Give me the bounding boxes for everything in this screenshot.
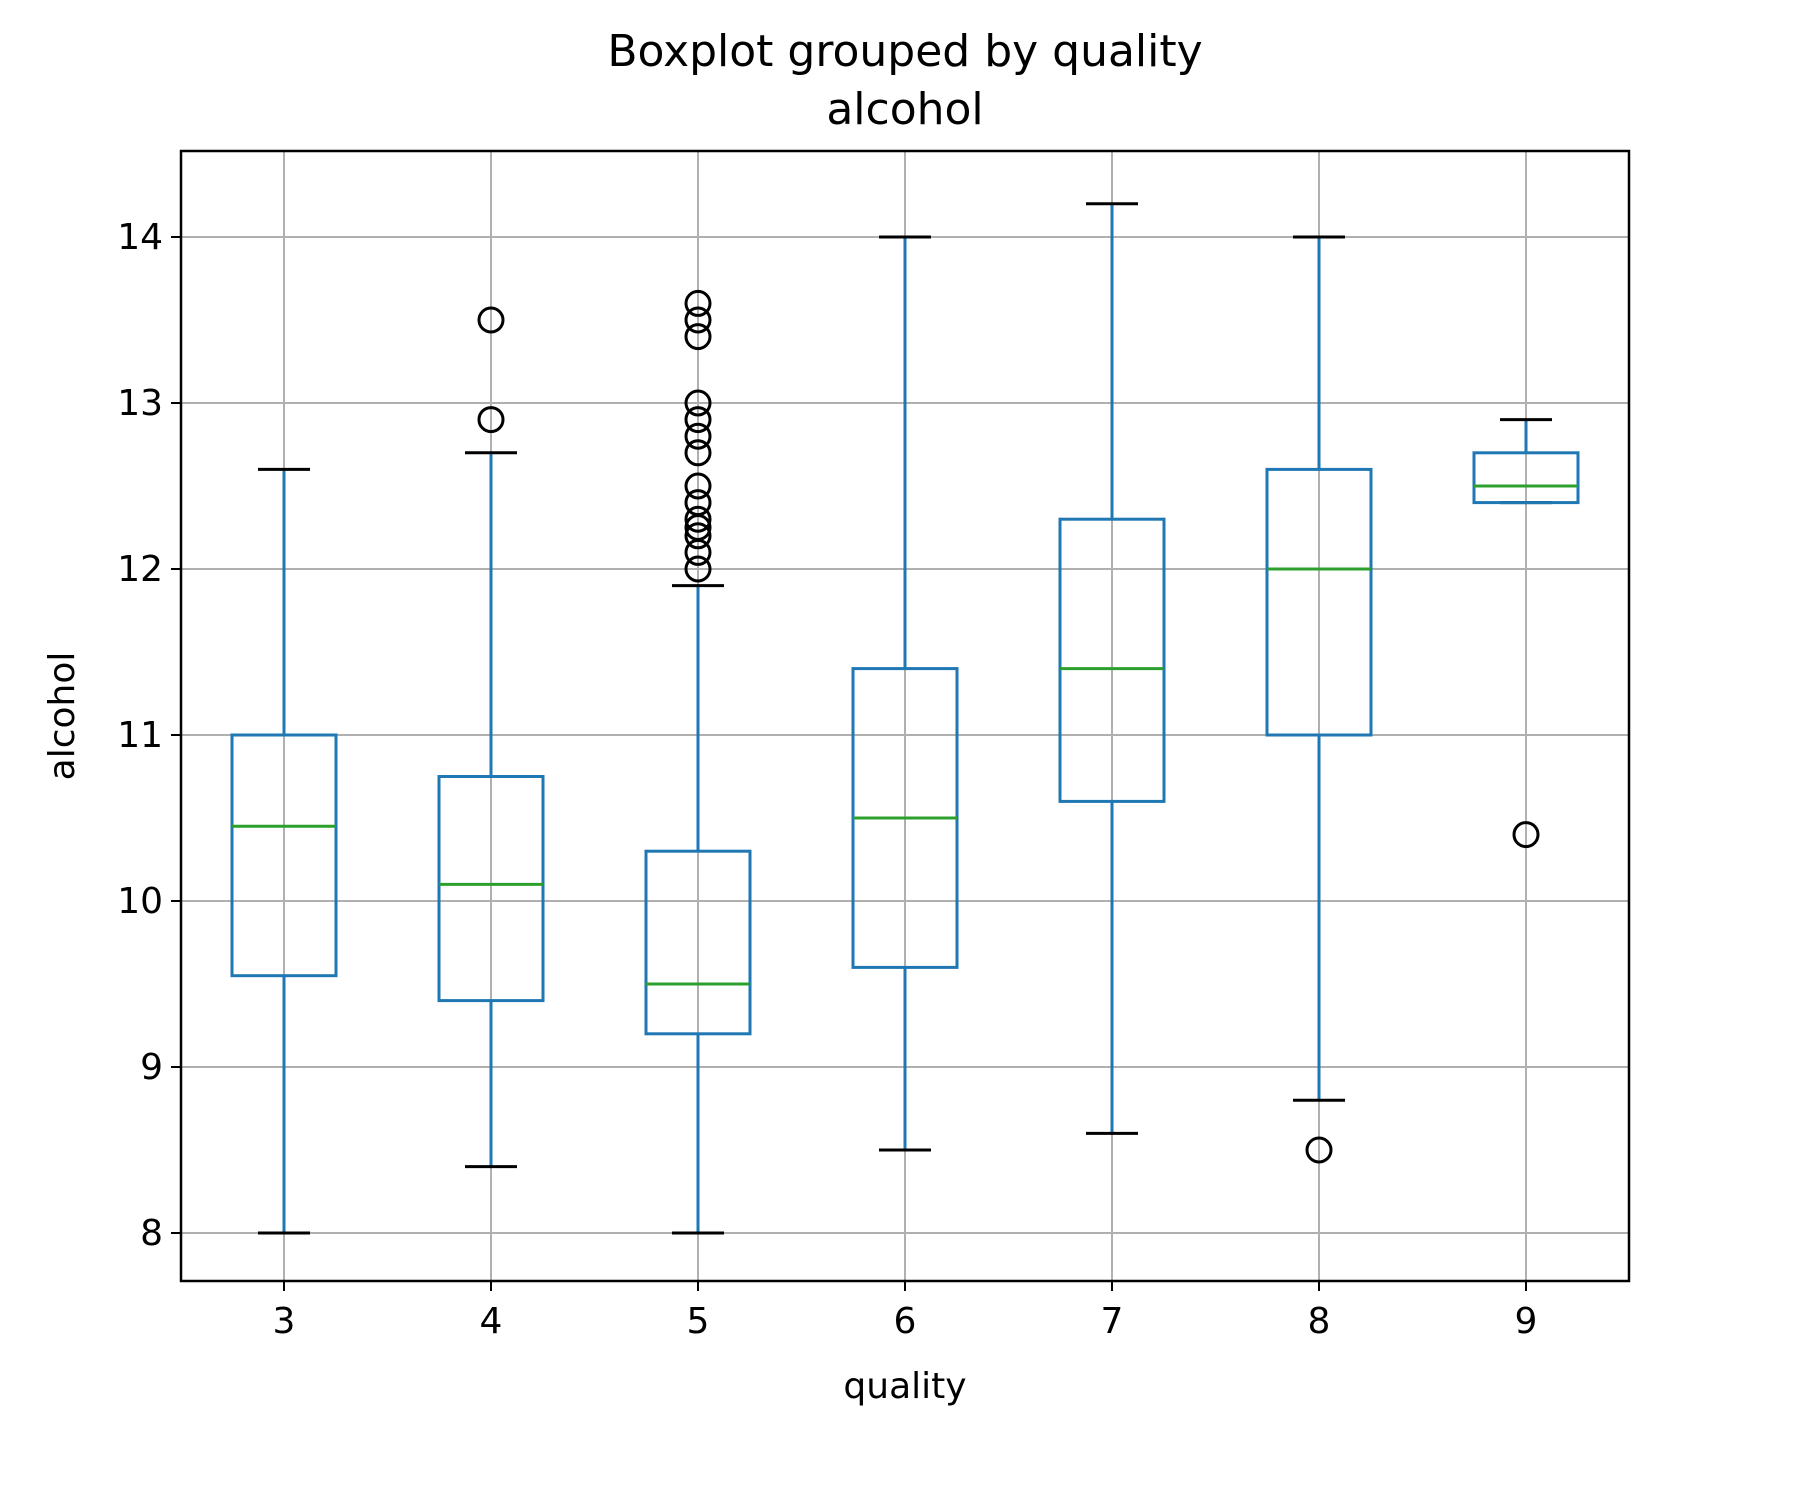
x-axis-label: quality [843,1366,966,1407]
box-iqr [1265,467,1373,737]
y-tick-label: 8 [140,1213,163,1254]
x-tick-label: 9 [1515,1301,1538,1342]
box-group-quality-6 [851,235,959,1152]
y-tick-label: 11 [117,715,163,756]
outlier-point [684,406,712,434]
chart-subtitle: alcohol [826,84,983,135]
box-iqr [230,733,338,978]
ticks-layer: 8 9 10 11 12 13 14 3 4 5 6 7 8 9 [117,217,1537,1342]
box-iqr [1472,451,1580,505]
outlier-point [684,522,712,550]
box-group-quality-3 [230,467,338,1235]
y-tick-label: 12 [117,549,163,590]
box-group-quality-9 [1472,418,1580,849]
outlier-point [1305,1136,1333,1164]
outlier-point [684,323,712,351]
outlier-point [684,389,712,417]
outlier-point [684,555,712,583]
x-tick-label: 7 [1101,1301,1124,1342]
x-tick-label: 4 [480,1301,503,1342]
box-iqr [437,775,545,1003]
outlier-point [477,306,505,334]
y-axis-label: alcohol [42,652,83,781]
outlier-point [1512,821,1540,849]
box-group-quality-4 [437,306,545,1169]
x-tick-label: 6 [894,1301,917,1342]
outlier-point [477,406,505,434]
y-tick-label: 14 [117,217,163,258]
box-iqr [644,849,752,1036]
y-tick-label: 10 [117,881,163,922]
x-tick-label: 3 [273,1301,296,1342]
outlier-point [684,505,712,533]
y-tick-label: 13 [117,383,163,424]
y-tick-label: 9 [140,1047,163,1088]
outlier-point [684,306,712,334]
outlier-point [684,472,712,500]
box-group-quality-5 [644,289,752,1235]
box-group-quality-8 [1265,235,1373,1164]
box-group-quality-7 [1058,202,1166,1135]
x-tick-label: 8 [1308,1301,1331,1342]
box-iqr [1058,517,1166,803]
outlier-point [684,439,712,467]
outlier-point [684,289,712,317]
boxes-layer [230,202,1580,1235]
outlier-point [684,422,712,450]
chart-title: Boxplot grouped by quality [607,26,1202,77]
outlier-point [684,489,712,517]
x-tick-label: 5 [687,1301,710,1342]
